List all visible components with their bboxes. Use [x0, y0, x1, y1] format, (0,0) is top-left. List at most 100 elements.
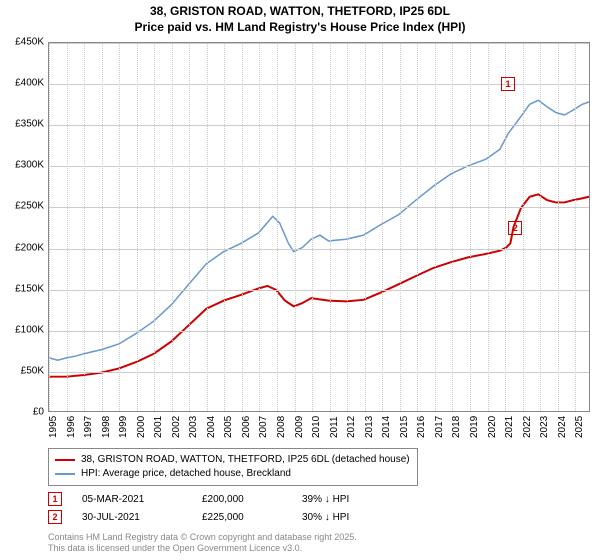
- x-tick-label: 1997: [83, 416, 94, 438]
- marker-date: 30-JUL-2021: [82, 512, 182, 523]
- grid-line-vertical: [242, 43, 243, 411]
- grid-line-vertical: [172, 43, 173, 411]
- x-tick-label: 2008: [276, 416, 287, 438]
- grid-line-horizontal: [49, 207, 589, 208]
- x-tick-label: 2011: [329, 416, 340, 438]
- chart-title-line1: 38, GRISTON ROAD, WATTON, THETFORD, IP25…: [0, 4, 600, 20]
- grid-line-vertical: [259, 43, 260, 411]
- x-tick-label: 2016: [416, 416, 427, 438]
- x-tick-label: 2006: [241, 416, 252, 438]
- grid-line-vertical: [154, 43, 155, 411]
- y-tick-label: £450K: [15, 37, 44, 48]
- grid-line-vertical: [523, 43, 524, 411]
- x-tick-label: 2010: [311, 416, 322, 438]
- marker-pct: 30% ↓ HPI: [302, 512, 402, 523]
- grid-line-vertical: [470, 43, 471, 411]
- x-tick-label: 2012: [346, 416, 357, 438]
- grid-line-vertical: [382, 43, 383, 411]
- grid-line-vertical: [417, 43, 418, 411]
- footer-line1: Contains HM Land Registry data © Crown c…: [48, 532, 590, 543]
- y-axis: £0£50K£100K£150K£200K£250K£300K£350K£400…: [0, 42, 46, 412]
- x-tick-label: 2015: [399, 416, 410, 438]
- x-tick-label: 2000: [136, 416, 147, 438]
- grid-line-vertical: [119, 43, 120, 411]
- grid-line-horizontal: [49, 249, 589, 250]
- grid-line-vertical: [575, 43, 576, 411]
- chart-marker-2: 2: [508, 221, 522, 235]
- x-tick-label: 2018: [451, 416, 462, 438]
- grid-line-vertical: [365, 43, 366, 411]
- x-tick-label: 2024: [557, 416, 568, 438]
- marker-table-row: 105-MAR-2021£200,00039% ↓ HPI: [48, 490, 590, 508]
- x-tick-label: 2022: [522, 416, 533, 438]
- x-tick-label: 2017: [434, 416, 445, 438]
- x-tick-label: 2007: [258, 416, 269, 438]
- grid-line-vertical: [102, 43, 103, 411]
- grid-line-horizontal: [49, 125, 589, 126]
- chart-title-line2: Price paid vs. HM Land Registry's House …: [0, 20, 600, 36]
- marker-date: 05-MAR-2021: [82, 494, 182, 505]
- grid-line-vertical: [312, 43, 313, 411]
- footer: Contains HM Land Registry data © Crown c…: [48, 532, 590, 554]
- x-tick-label: 1995: [48, 416, 59, 438]
- marker-pct: 39% ↓ HPI: [302, 494, 402, 505]
- plot-area: 12: [48, 42, 590, 412]
- x-tick-label: 1999: [118, 416, 129, 438]
- x-axis: 1995199619971998199920002001200220032004…: [48, 414, 590, 444]
- grid-line-vertical: [488, 43, 489, 411]
- x-tick-label: 2005: [223, 416, 234, 438]
- y-tick-label: £0: [33, 407, 44, 418]
- chart-marker-1: 1: [501, 77, 515, 91]
- marker-table: 105-MAR-2021£200,00039% ↓ HPI230-JUL-202…: [48, 490, 590, 526]
- grid-line-horizontal: [49, 331, 589, 332]
- marker-price: £225,000: [202, 512, 282, 523]
- grid-line-horizontal: [49, 166, 589, 167]
- x-tick-label: 2019: [469, 416, 480, 438]
- y-tick-label: £250K: [15, 201, 44, 212]
- grid-line-vertical: [67, 43, 68, 411]
- grid-line-vertical: [540, 43, 541, 411]
- x-tick-label: 2023: [539, 416, 550, 438]
- grid-line-horizontal: [49, 43, 589, 44]
- grid-line-horizontal: [49, 290, 589, 291]
- marker-table-row: 230-JUL-2021£225,00030% ↓ HPI: [48, 508, 590, 526]
- grid-line-vertical: [295, 43, 296, 411]
- grid-line-vertical: [49, 43, 50, 411]
- legend-item: HPI: Average price, detached house, Brec…: [55, 467, 411, 481]
- x-tick-label: 2021: [504, 416, 515, 438]
- legend-label: 38, GRISTON ROAD, WATTON, THETFORD, IP25…: [81, 453, 410, 467]
- grid-line-vertical: [137, 43, 138, 411]
- x-tick-label: 2025: [574, 416, 585, 438]
- x-tick-label: 2020: [487, 416, 498, 438]
- grid-line-vertical: [330, 43, 331, 411]
- x-tick-label: 2002: [171, 416, 182, 438]
- x-tick-label: 2013: [364, 416, 375, 438]
- legend-swatch: [55, 473, 75, 475]
- x-tick-label: 2001: [153, 416, 164, 438]
- grid-line-vertical: [84, 43, 85, 411]
- x-tick-label: 2009: [294, 416, 305, 438]
- legend-swatch: [55, 459, 75, 461]
- y-tick-label: £200K: [15, 242, 44, 253]
- grid-line-vertical: [189, 43, 190, 411]
- chart-title-block: 38, GRISTON ROAD, WATTON, THETFORD, IP25…: [0, 0, 600, 37]
- y-tick-label: £150K: [15, 283, 44, 294]
- x-tick-label: 1996: [66, 416, 77, 438]
- x-tick-label: 1998: [101, 416, 112, 438]
- x-tick-label: 2014: [381, 416, 392, 438]
- y-tick-label: £350K: [15, 119, 44, 130]
- grid-line-vertical: [224, 43, 225, 411]
- chart-container: 38, GRISTON ROAD, WATTON, THETFORD, IP25…: [0, 0, 600, 560]
- grid-line-vertical: [400, 43, 401, 411]
- grid-line-horizontal: [49, 372, 589, 373]
- grid-line-vertical: [505, 43, 506, 411]
- legend: 38, GRISTON ROAD, WATTON, THETFORD, IP25…: [48, 448, 418, 486]
- marker-price: £200,000: [202, 494, 282, 505]
- grid-line-vertical: [347, 43, 348, 411]
- footer-line2: This data is licensed under the Open Gov…: [48, 543, 590, 554]
- grid-line-vertical: [207, 43, 208, 411]
- x-tick-label: 2004: [206, 416, 217, 438]
- legend-item: 38, GRISTON ROAD, WATTON, THETFORD, IP25…: [55, 453, 411, 467]
- grid-line-vertical: [452, 43, 453, 411]
- y-tick-label: £50K: [21, 365, 44, 376]
